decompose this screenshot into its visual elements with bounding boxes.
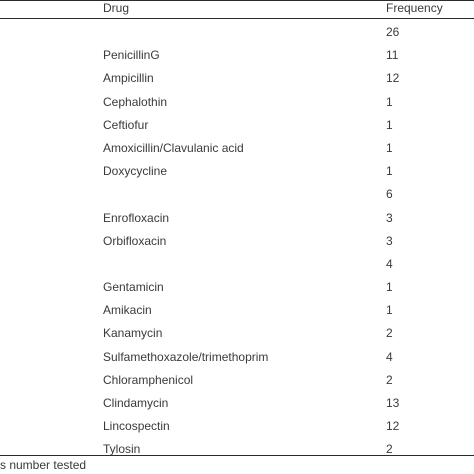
header-drug: Drug bbox=[103, 1, 130, 15]
drug-cell: Gentamicin bbox=[103, 280, 164, 295]
table-row: Clindamycin 13 bbox=[0, 392, 474, 415]
drug-cell: Lincospectin bbox=[103, 419, 170, 434]
header-frequency: Frequency bbox=[386, 1, 443, 15]
drug-cell: Amikacin bbox=[103, 303, 152, 318]
table-row: Lincospectin 12 bbox=[0, 415, 474, 438]
table-row: 26 bbox=[0, 21, 474, 44]
drug-cell: Enrofloxacin bbox=[103, 210, 170, 225]
frequency-cell: 1 bbox=[386, 140, 393, 155]
drug-cell: Ampicillin bbox=[103, 71, 154, 86]
frequency-cell: 6 bbox=[386, 187, 393, 202]
table-row: Amikacin 1 bbox=[0, 299, 474, 322]
frequency-cell: 13 bbox=[386, 396, 400, 410]
table-row: Gentamicin 1 bbox=[0, 276, 474, 299]
frequency-cell: 4 bbox=[386, 256, 393, 271]
table-top-rule bbox=[0, 0, 474, 1]
table-row: Amoxicillin/Clavulanic acid 1 bbox=[0, 137, 474, 160]
table-row: Ampicillin 12 bbox=[0, 67, 474, 90]
frequency-cell: 3 bbox=[386, 233, 393, 248]
table-row: Ceftiofur 1 bbox=[0, 114, 474, 137]
frequency-cell: 4 bbox=[386, 349, 393, 364]
drug-cell: Cephalothin bbox=[103, 94, 168, 109]
drug-cell: Doxycycline bbox=[103, 164, 168, 179]
frequency-cell: 3 bbox=[386, 210, 393, 225]
frequency-cell: 1 bbox=[386, 164, 393, 179]
frequency-cell: 2 bbox=[386, 442, 393, 457]
frequency-cell: 26 bbox=[386, 25, 400, 39]
table-row: Orbifloxacin 3 bbox=[0, 230, 474, 253]
table-footnote: s number tested bbox=[0, 458, 87, 472]
drug-cell: Sulfamethoxazole/trimethoprim bbox=[103, 349, 269, 364]
table-row: Cephalothin 1 bbox=[0, 91, 474, 114]
table-row: Sulfamethoxazole/trimethoprim 4 bbox=[0, 346, 474, 369]
table-row: Tylosin 2 bbox=[0, 438, 474, 461]
drug-cell: Tylosin bbox=[103, 442, 141, 457]
table-row: Enrofloxacin 3 bbox=[0, 207, 474, 230]
frequency-cell: 2 bbox=[386, 326, 393, 341]
table-row: 4 bbox=[0, 253, 474, 276]
header-bottom-rule bbox=[0, 18, 474, 19]
table-row: Kanamycin 2 bbox=[0, 322, 474, 345]
table-body: 26 PenicillinG 11 Ampicillin 12 Cephalot… bbox=[0, 21, 474, 462]
table-row: Doxycycline 1 bbox=[0, 160, 474, 183]
frequency-cell: 1 bbox=[386, 280, 393, 295]
drug-cell: Ceftiofur bbox=[103, 117, 149, 132]
drug-cell: Amoxicillin/Clavulanic acid bbox=[103, 140, 244, 155]
frequency-cell: 2 bbox=[386, 372, 393, 387]
drug-cell: Kanamycin bbox=[103, 326, 163, 341]
frequency-cell: 1 bbox=[386, 303, 393, 318]
drug-cell: Orbifloxacin bbox=[103, 233, 167, 248]
drug-cell: Chloramphenicol bbox=[103, 372, 194, 387]
table-bottom-rule bbox=[0, 455, 474, 456]
table-row: Chloramphenicol 2 bbox=[0, 369, 474, 392]
table-header: Drug Frequency bbox=[0, 0, 474, 18]
frequency-cell: 11 bbox=[386, 48, 399, 63]
frequency-cell: 1 bbox=[386, 117, 393, 132]
frequency-cell: 12 bbox=[386, 419, 400, 434]
frequency-cell: 1 bbox=[386, 94, 393, 109]
table-row: 6 bbox=[0, 183, 474, 206]
table-row: PenicillinG 11 bbox=[0, 44, 474, 67]
drug-cell: Clindamycin bbox=[103, 396, 169, 410]
drug-cell: PenicillinG bbox=[103, 48, 160, 63]
frequency-cell: 12 bbox=[386, 71, 400, 86]
